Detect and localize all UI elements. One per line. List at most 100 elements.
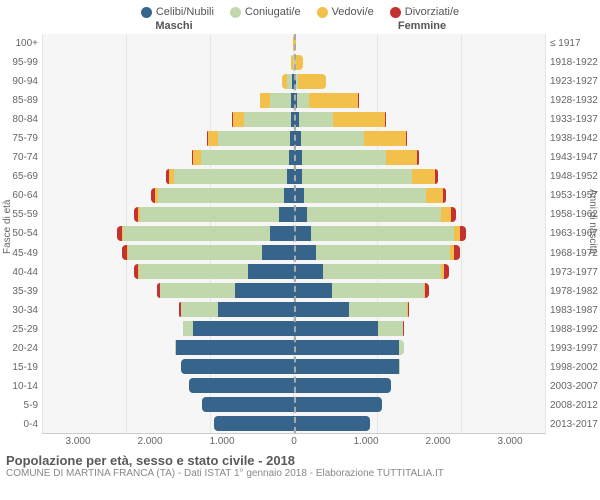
bar-segment — [189, 378, 294, 394]
legend-label: Celibi/Nubili — [156, 6, 214, 18]
legend-item: Coniugati/e — [230, 6, 301, 18]
female-bar — [294, 36, 546, 52]
bar-segment — [260, 93, 270, 109]
birth-year-label: 1998-2002 — [550, 358, 600, 377]
age-label: 15-19 — [0, 358, 38, 377]
male-bar — [42, 150, 294, 166]
legend-label: Coniugati/e — [245, 6, 301, 18]
legend-swatch — [230, 7, 241, 18]
male-bar — [42, 321, 294, 337]
bar-segment — [294, 378, 391, 394]
bar-segment — [139, 264, 248, 280]
bar-segment — [295, 55, 303, 71]
female-bar — [294, 93, 546, 109]
birth-year-label: ≤ 1917 — [550, 34, 600, 53]
bar-segment — [302, 150, 386, 166]
female-bar — [294, 150, 546, 166]
female-bar — [294, 74, 546, 90]
female-bar — [294, 283, 546, 299]
bar-segment — [425, 283, 428, 299]
legend-swatch — [317, 7, 328, 18]
birth-year-label: 1918-1922 — [550, 53, 600, 72]
age-label: 20-24 — [0, 339, 38, 358]
chart-area: 100+95-9990-9485-8980-8475-7970-7465-696… — [0, 34, 600, 434]
bar-segment — [193, 321, 294, 337]
age-label: 10-14 — [0, 377, 38, 396]
x-tick: 1.000 — [330, 436, 402, 447]
bar-segment — [316, 245, 450, 261]
bar-segment — [279, 207, 294, 223]
bar-segment — [176, 340, 294, 356]
age-label: 30-34 — [0, 301, 38, 320]
bar-segment — [454, 245, 460, 261]
bar-segment — [412, 169, 436, 185]
legend-item: Vedovi/e — [317, 6, 374, 18]
female-bar — [294, 378, 546, 394]
female-bar — [294, 226, 546, 242]
x-tick: 2.000 — [114, 436, 186, 447]
female-bar — [294, 245, 546, 261]
bar-segment — [297, 93, 309, 109]
age-label: 5-9 — [0, 396, 38, 415]
x-tick: 2.000 — [402, 436, 474, 447]
bar-segment — [302, 169, 411, 185]
male-bar — [42, 264, 294, 280]
chart-title: Popolazione per età, sesso e stato civil… — [6, 453, 594, 468]
bar-segment — [218, 131, 289, 147]
bar-segment — [441, 207, 451, 223]
bar-segment — [284, 188, 294, 204]
bar-segment — [294, 416, 370, 432]
y-label-left: Fasce di età — [2, 200, 13, 254]
bar-segment — [309, 93, 358, 109]
bar-segment — [181, 302, 219, 318]
legend-swatch — [141, 7, 152, 18]
male-bar — [42, 93, 294, 109]
bar-segment — [408, 302, 410, 318]
female-bar — [294, 169, 546, 185]
legend-item: Divorziati/e — [390, 6, 459, 18]
male-bar — [42, 112, 294, 128]
bar-segment — [311, 226, 454, 242]
male-bar — [42, 283, 294, 299]
bar-segment — [386, 150, 418, 166]
bar-segment — [294, 226, 311, 242]
male-bar — [42, 188, 294, 204]
bar-segment — [399, 340, 404, 356]
age-label: 70-74 — [0, 148, 38, 167]
age-label: 75-79 — [0, 129, 38, 148]
female-bar — [294, 397, 546, 413]
bar-segment — [307, 207, 441, 223]
bar-segment — [294, 340, 399, 356]
column-headers: Maschi Femmine — [0, 20, 600, 32]
plot — [42, 34, 546, 434]
male-bar — [42, 36, 294, 52]
bar-segment — [403, 321, 404, 337]
bar-segment — [193, 150, 201, 166]
bar-segment — [214, 416, 294, 432]
bar-segment — [451, 207, 456, 223]
footer: Popolazione per età, sesso e stato civil… — [0, 447, 600, 479]
male-bar — [42, 74, 294, 90]
bar-segment — [140, 207, 279, 223]
male-bar — [42, 378, 294, 394]
birth-year-label: 1923-1927 — [550, 72, 600, 91]
bar-segment — [294, 397, 382, 413]
male-bar — [42, 302, 294, 318]
x-tick: 3.000 — [42, 436, 114, 447]
header-male: Maschi — [50, 20, 298, 32]
female-bar — [294, 359, 546, 375]
birth-year-label: 1988-1992 — [550, 320, 600, 339]
female-bar — [294, 112, 546, 128]
birth-year-label: 1973-1977 — [550, 263, 600, 282]
bar-segment — [158, 188, 284, 204]
bar-segment — [183, 321, 193, 337]
bar-segment — [201, 150, 289, 166]
female-bar — [294, 207, 546, 223]
bar-segment — [235, 283, 294, 299]
x-tick: 3.000 — [474, 436, 546, 447]
bar-segment — [262, 245, 294, 261]
male-bar — [42, 340, 294, 356]
female-bar — [294, 340, 546, 356]
x-tick: 0 — [258, 436, 330, 447]
female-bar — [294, 131, 546, 147]
